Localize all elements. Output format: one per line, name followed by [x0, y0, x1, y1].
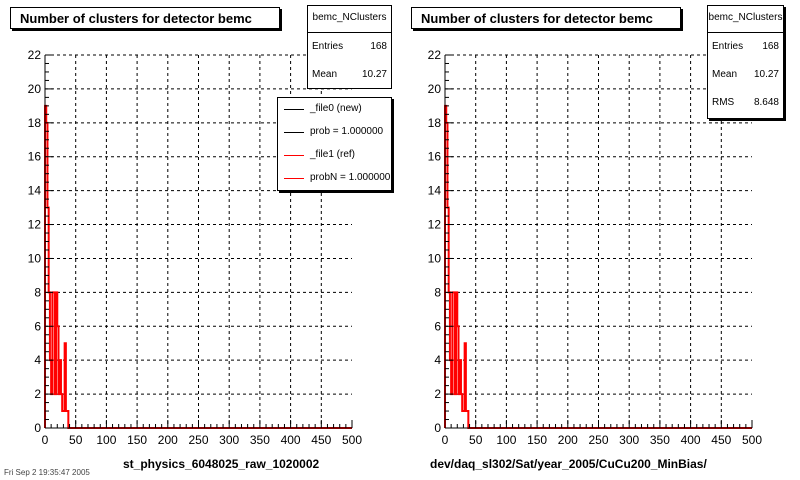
legend-label: prob = 1.000000 [310, 126, 384, 137]
panel-2-stats-name: bemc_NClusters [708, 6, 783, 33]
x-tick-label: 50 [469, 433, 483, 447]
x-tick-label: 200 [158, 433, 178, 447]
y-tick-label: 6 [434, 319, 441, 333]
panel-1-stats-name: bemc_NClusters [308, 6, 391, 33]
stats-row-rms: RMS 8.648 [708, 89, 783, 117]
x-tick-label: 450 [711, 433, 731, 447]
legend-item-new: _file0 (new) [278, 98, 391, 121]
legend-item-probn: probN = 1.000000 [278, 167, 391, 190]
x-tick-label: 250 [188, 433, 208, 447]
y-tick-label: 16 [428, 150, 442, 164]
stats-value: 168 [370, 41, 387, 52]
y-tick-label: 2 [434, 387, 441, 401]
legend-line [284, 155, 304, 156]
legend-label: _file0 (new) [310, 103, 362, 114]
x-tick-label: 450 [311, 433, 331, 447]
x-tick-label: 50 [69, 433, 83, 447]
y-tick-label: 22 [28, 48, 42, 62]
panel-1-x-title: st_physics_6048025_raw_1020002 [123, 457, 320, 471]
legend-line [284, 132, 304, 133]
x-tick-label: 300 [219, 433, 239, 447]
panel-2-title-text: Number of clusters for detector bemc [421, 11, 653, 26]
x-tick-label: 400 [281, 433, 301, 447]
y-tick-label: 2 [34, 387, 41, 401]
y-tick-label: 6 [34, 319, 41, 333]
stats-row-entries: Entries 168 [308, 33, 391, 61]
stats-key: RMS [712, 97, 735, 108]
legend-label: probN = 1.000000 [310, 172, 391, 183]
y-tick-label: 22 [428, 48, 442, 62]
stats-value: 8.648 [753, 97, 779, 108]
x-tick-label: 500 [342, 433, 362, 447]
panel-1-title: Number of clusters for detector bemc [10, 7, 280, 29]
stats-value: 10.27 [361, 69, 387, 80]
x-tick-label: 100 [496, 433, 516, 447]
panel-1-title-text: Number of clusters for detector bemc [20, 11, 252, 26]
y-tick-label: 14 [28, 184, 42, 198]
y-tick-label: 16 [28, 150, 42, 164]
stats-row-mean: Mean 10.27 [308, 61, 391, 89]
x-tick-label: 0 [42, 433, 49, 447]
y-tick-label: 18 [428, 116, 442, 130]
y-tick-label: 8 [34, 285, 41, 299]
x-tick-label: 100 [96, 433, 116, 447]
y-tick-label: 18 [28, 116, 42, 130]
x-tick-label: 150 [127, 433, 147, 447]
stats-value: 10.27 [753, 69, 779, 80]
x-tick-label: 250 [588, 433, 608, 447]
y-tick-label: 14 [428, 184, 442, 198]
stats-key: Entries [712, 41, 744, 52]
stats-key: Mean [312, 69, 338, 80]
panel-1-legend: _file0 (new) prob = 1.000000 _file1 (ref… [277, 97, 392, 191]
x-tick-label: 350 [650, 433, 670, 447]
y-tick-label: 12 [428, 218, 442, 232]
panel-2-x-title: dev/daq_sl302/Sat/year_2005/CuCu200_MinB… [430, 457, 707, 471]
legend-line [284, 178, 304, 179]
timestamp: Fri Sep 2 19:35:47 2005 [4, 468, 90, 477]
stats-value: 168 [762, 41, 779, 52]
legend-item-ref: _file1 (ref) [278, 144, 391, 167]
y-tick-label: 10 [428, 251, 442, 265]
x-tick-label: 200 [558, 433, 578, 447]
y-tick-label: 20 [28, 82, 42, 96]
stats-row-entries: Entries 168 [708, 33, 783, 61]
legend-label: _file1 (ref) [310, 149, 356, 160]
y-tick-label: 0 [434, 421, 441, 435]
panel-2-stats-box: bemc_NClusters Entries 168 Mean 10.27 RMS 8… [707, 5, 784, 119]
x-tick-label: 350 [250, 433, 270, 447]
stats-key: Mean [712, 69, 738, 80]
legend-item-prob: prob = 1.000000 [278, 121, 391, 144]
stats-row-mean: Mean 10.27 [708, 61, 783, 89]
x-tick-label: 300 [619, 433, 639, 447]
stats-key: Entries [312, 41, 344, 52]
y-tick-label: 4 [34, 353, 41, 367]
x-tick-label: 500 [742, 433, 762, 447]
legend-line [284, 109, 304, 110]
panel-2-title: Number of clusters for detector bemc [411, 7, 681, 29]
y-tick-label: 4 [434, 353, 441, 367]
y-tick-label: 20 [428, 82, 442, 96]
y-tick-label: 12 [28, 218, 42, 232]
y-tick-label: 10 [28, 251, 42, 265]
y-tick-label: 0 [34, 421, 41, 435]
panel-1-stats-box: bemc_NClusters Entries 168 Mean 10.27 [307, 5, 392, 89]
y-tick-label: 8 [434, 285, 441, 299]
x-tick-label: 150 [527, 433, 547, 447]
x-tick-label: 0 [442, 433, 449, 447]
x-tick-label: 400 [681, 433, 701, 447]
